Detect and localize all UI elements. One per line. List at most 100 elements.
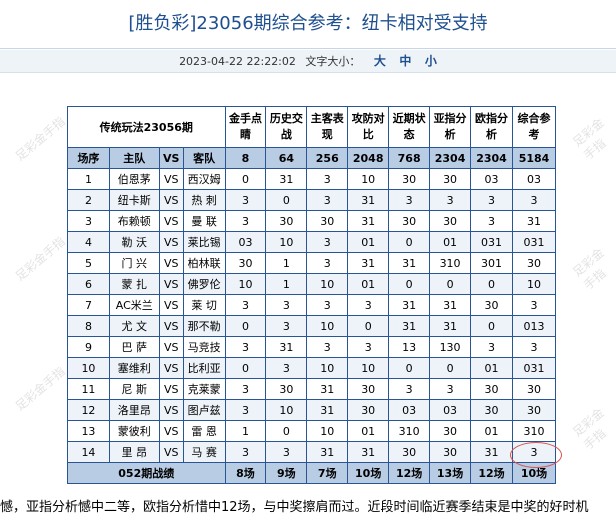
table-cell: VS [158, 189, 184, 211]
table-cell: 那不勒 [182, 315, 226, 337]
table-cell: 蒙彼利 [108, 420, 160, 442]
table-cell: 30 [224, 252, 267, 274]
column-header: 欧指分析 [470, 106, 513, 148]
table-cell: 3 [224, 378, 267, 400]
table-cell: 3 [388, 378, 431, 400]
table-cell: 3 [265, 357, 308, 379]
footer-cell: 7场 [306, 462, 349, 484]
footer-row: 052期战绩 8场 9场 7场 10场 12场 13场 12场 10场 [67, 462, 556, 484]
table-cell: 30 [265, 378, 308, 400]
table-cell: VS [158, 294, 184, 316]
table-cell: 031 [512, 231, 556, 253]
table-cell: 曼 联 [182, 210, 226, 232]
table-cell: 13 [388, 336, 431, 358]
watermark-text: 足彩金手指 [570, 405, 609, 453]
table-cell: 01 [347, 273, 390, 295]
table-cell: 热 刺 [182, 189, 226, 211]
sub-header-cell: 客队 [182, 147, 226, 169]
footer-cell: 10场 [347, 462, 390, 484]
table-cell: 31 [347, 210, 390, 232]
table-cell: 10 [265, 399, 308, 421]
table-cell: 310 [388, 420, 431, 442]
table-cell: 1 [224, 420, 267, 442]
table-cell: 03 [388, 399, 431, 421]
watermark-text: 足彩金手指 [12, 234, 68, 284]
table-cell: 31 [388, 294, 431, 316]
table-cell: 尤 文 [108, 315, 160, 337]
table-cell: VS [158, 252, 184, 274]
table-cell: 30 [429, 210, 472, 232]
footer-cell: 12场 [388, 462, 431, 484]
table-cell: 3 [470, 336, 513, 358]
table-cell: 巴 萨 [108, 336, 160, 358]
sub-header-cell: 768 [388, 147, 431, 169]
table-cell: 3 [306, 168, 349, 190]
table-cell: 30 [306, 210, 349, 232]
table-cell: 31 [429, 294, 472, 316]
table-cell: 301 [470, 252, 513, 274]
table-cell: 0 [429, 357, 472, 379]
table-row: 14 里 昂 VS 马 赛 3 3 31 31 30 30 31 3 [67, 441, 556, 463]
table-cell: 塞维利 [108, 357, 160, 379]
table-cell: 10 [347, 357, 390, 379]
table-cell: 03 [470, 168, 513, 190]
table-cell: 12 [67, 399, 110, 421]
table-cell: 1 [265, 252, 308, 274]
footer-cell: 9场 [265, 462, 308, 484]
table-cell: 31 [388, 315, 431, 337]
table-cell: 31 [347, 252, 390, 274]
table-cell: VS [158, 231, 184, 253]
table-cell: 3 [306, 189, 349, 211]
table-cell: 莱比锡 [182, 231, 226, 253]
table-cell: 31 [306, 378, 349, 400]
article-headline: [胜负彩]23056期综合参考：纽卡相对受支持 [0, 0, 616, 49]
table-cell: 马 赛 [182, 441, 226, 463]
table-cell: 30 [429, 441, 472, 463]
sub-header-cell: VS [158, 147, 184, 169]
table-cell: 3 [512, 336, 556, 358]
table-cell: 蒙 扎 [108, 273, 160, 295]
table-cell: 30 [265, 210, 308, 232]
table-cell: 30 [388, 441, 431, 463]
table-cell: VS [158, 273, 184, 295]
table-cell: 01 [470, 357, 513, 379]
font-size-medium-link[interactable]: 中 [399, 54, 412, 68]
table-row: 13 蒙彼利 VS 雷 恩 1 0 10 01 310 30 01 310 [67, 420, 556, 442]
table-cell: 0 [388, 357, 431, 379]
sub-header-cell: 2304 [429, 147, 472, 169]
table-cell: VS [158, 210, 184, 232]
table-row: 10 塞维利 VS 比利亚 0 3 10 10 0 0 01 031 [67, 357, 556, 379]
table-row: 1 伯恩茅 VS 西汉姆 0 31 3 10 30 30 03 03 [67, 168, 556, 190]
table-cell: 10 [67, 357, 110, 379]
publish-datetime: 2023-04-22 22:22:02 [179, 55, 296, 68]
table-cell: 纽卡斯 [108, 189, 160, 211]
table-cell: 0 [470, 315, 513, 337]
table-cell: 1 [67, 168, 110, 190]
column-header: 攻防对比 [347, 106, 390, 148]
table-cell: 0 [265, 420, 308, 442]
table-cell: 03 [512, 168, 556, 190]
table-cell: 3 [306, 294, 349, 316]
table-cell: 30 [347, 378, 390, 400]
table-cell: 3 [470, 210, 513, 232]
table-cell: 10 [512, 273, 556, 295]
footer-cell: 8场 [224, 462, 267, 484]
table-cell: 洛里昂 [108, 399, 160, 421]
table-cell: VS [158, 378, 184, 400]
sub-header-row: 场序 主队 VS 客队 8 64 256 2048 768 2304 2304 … [67, 147, 556, 169]
table-cell: 3 [224, 294, 267, 316]
table-cell: 31 [347, 441, 390, 463]
table-cell: 30 [470, 378, 513, 400]
table-cell: VS [158, 420, 184, 442]
table-cell: VS [158, 357, 184, 379]
font-size-large-link[interactable]: 大 [373, 54, 386, 68]
table-cell: 4 [67, 231, 110, 253]
table-cell: 0 [224, 357, 267, 379]
table-cell: 0 [265, 189, 308, 211]
table-cell: 01 [347, 420, 390, 442]
table-cell: 9 [67, 336, 110, 358]
font-size-small-link[interactable]: 小 [424, 54, 437, 68]
table-cell: 14 [67, 441, 110, 463]
table-row: 12 洛里昂 VS 图卢兹 3 10 31 30 03 03 30 30 [67, 399, 556, 421]
